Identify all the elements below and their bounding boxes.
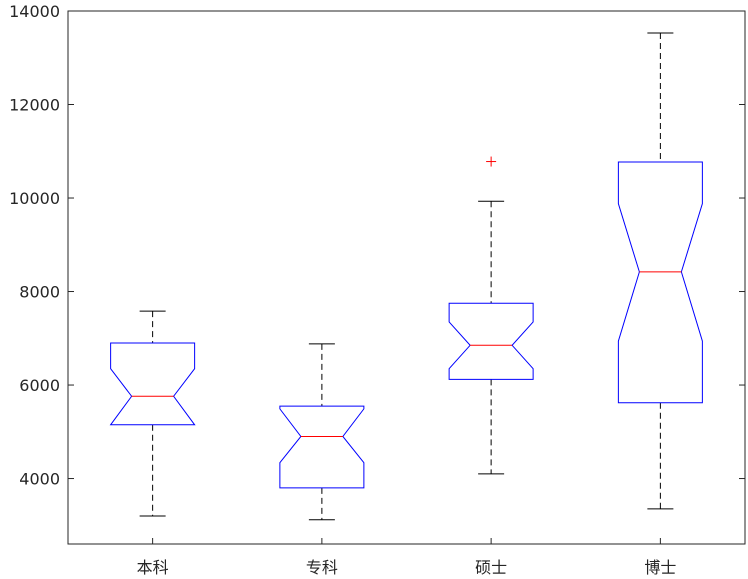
plot-area	[67, 10, 746, 545]
x-tick-label: 硕士	[475, 558, 507, 577]
y-tick-label: 10000	[9, 189, 60, 208]
notched-box	[617, 161, 703, 404]
x-tick-label: 本科	[137, 558, 169, 577]
x-tick-label: 专科	[306, 558, 338, 577]
outlier-marker	[486, 156, 497, 167]
x-axis: 本科 专科 硕士 博士	[137, 538, 676, 577]
y-tick-label: 4000	[19, 470, 60, 489]
x-tick-label: 博士	[644, 558, 676, 577]
box-4	[617, 32, 703, 510]
notched-box	[448, 302, 534, 380]
notched-box	[279, 405, 365, 489]
y-tick-label: 6000	[19, 376, 60, 395]
y-tick-label: 8000	[19, 283, 60, 302]
notched-box	[109, 342, 196, 426]
box-3	[448, 156, 534, 475]
y-tick-label: 12000	[9, 96, 60, 115]
y-axis: 4000 6000 8000 10000 12000 14000	[9, 2, 745, 489]
boxes-layer	[109, 32, 703, 521]
y-tick-label: 14000	[9, 2, 60, 21]
box-2	[279, 343, 365, 521]
box-1	[109, 310, 196, 517]
